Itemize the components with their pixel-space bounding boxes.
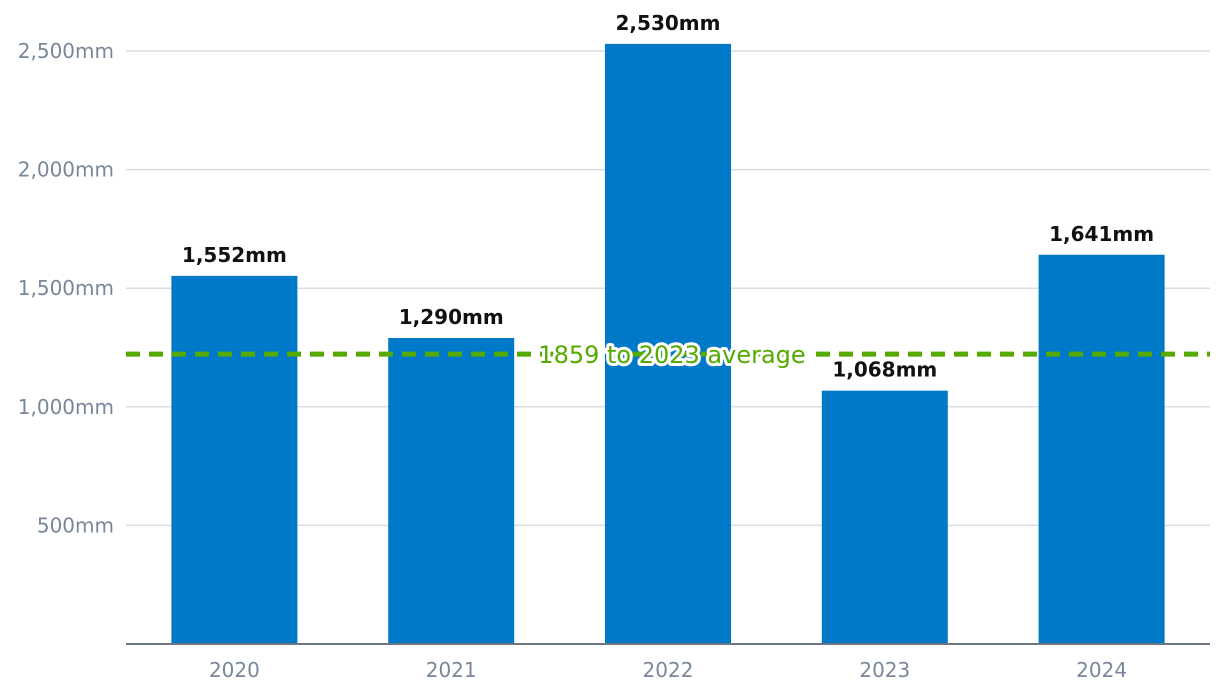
data-label: 1,552mm (182, 243, 287, 267)
x-tick-label: 2021 (426, 658, 477, 682)
x-axis: 2020 2021 2022 2023 2024 (126, 643, 1210, 682)
average-reference-line-group: 1859 to 2023 average (126, 338, 1210, 372)
data-label: 1,290mm (399, 305, 504, 329)
x-tick-label: 2022 (643, 658, 694, 682)
bar-2024 (1038, 254, 1165, 644)
bar-2021 (388, 338, 515, 644)
y-tick-label: 1,500mm (18, 276, 114, 300)
x-tick-label: 2020 (209, 658, 260, 682)
y-tick-label: 1,000mm (18, 395, 114, 419)
bars (171, 43, 1165, 645)
bar-2022 (605, 43, 731, 645)
data-labels: 1,552mm 1,290mm 2,530mm 1,068mm 1,641mm (182, 11, 1154, 382)
bar-2023 (821, 390, 948, 644)
bar-2020 (171, 275, 298, 644)
y-tick-label: 2,500mm (18, 39, 114, 63)
data-label: 1,068mm (832, 358, 937, 382)
average-line-label: 1859 to 2023 average (538, 341, 805, 369)
data-label: 1,641mm (1049, 222, 1154, 246)
x-tick-label: 2023 (859, 658, 910, 682)
x-tick-label: 2024 (1076, 658, 1127, 682)
y-tick-label: 500mm (37, 513, 114, 537)
y-tick-label: 2,000mm (18, 158, 114, 182)
data-label: 2,530mm (616, 11, 721, 35)
y-axis: 500mm 1,000mm 1,500mm 2,000mm 2,500mm (18, 39, 114, 537)
